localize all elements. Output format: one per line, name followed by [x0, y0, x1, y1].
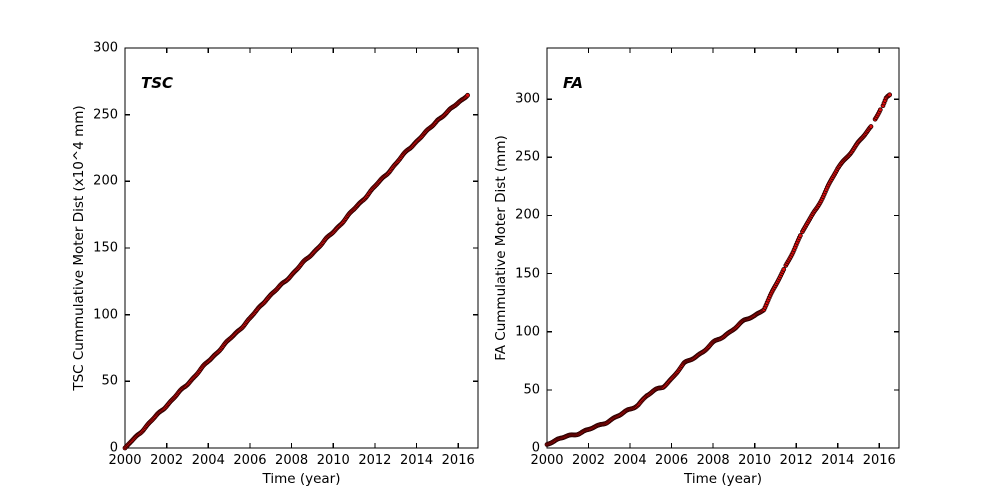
y-tick-label: 300	[93, 40, 118, 56]
y-tick-label: 50	[523, 382, 540, 398]
x-tick-label: 2004	[613, 453, 647, 468]
fa-data-points	[544, 92, 893, 447]
y-tick-label: 150	[515, 266, 540, 282]
x-tick-label: 2006	[655, 453, 689, 468]
panel-title-fa: FA	[563, 74, 583, 92]
x-tick-label: 2012	[779, 453, 813, 468]
x-axis-label-fa: Time (year)	[684, 471, 762, 487]
y-tick-label: 100	[515, 324, 540, 340]
x-tick-label: 2004	[191, 453, 225, 468]
x-tick-label: 2008	[696, 453, 730, 468]
y-tick-label: 50	[101, 373, 118, 389]
x-tick-label: 2002	[571, 453, 606, 468]
x-tick-label: 2016	[862, 453, 896, 468]
x-tick-label: 2000	[108, 453, 142, 468]
x-tick-label: 2006	[233, 453, 267, 468]
y-tick-label: 300	[515, 91, 540, 107]
x-tick-label: 2010	[738, 453, 772, 468]
axes-spines	[546, 47, 900, 449]
axes-spines	[124, 47, 479, 449]
x-tick-label: 2016	[441, 453, 475, 468]
y-tick-label: 250	[93, 107, 118, 123]
y-tick-label: 0	[531, 440, 540, 456]
tsc-data-points	[122, 92, 470, 451]
x-tick-label: 2014	[400, 453, 434, 468]
x-tick-label: 2010	[316, 453, 350, 468]
x-tick-label: 2012	[358, 453, 392, 468]
y-tick-label: 200	[93, 173, 118, 189]
y-tick-label: 100	[93, 307, 118, 323]
y-tick-label: 250	[515, 149, 540, 165]
x-tick-label: 2000	[530, 453, 564, 468]
x-axis-label-tsc: Time (year)	[262, 471, 341, 487]
x-tick-label: 2008	[275, 453, 309, 468]
panel-title-tsc: TSC	[141, 74, 174, 92]
y-tick-label: 0	[109, 440, 118, 456]
y-tick-label: 150	[93, 240, 118, 256]
x-tick-label: 2014	[821, 453, 855, 468]
y-tick-label: 200	[515, 207, 540, 223]
x-tick-label: 2002	[150, 453, 184, 468]
